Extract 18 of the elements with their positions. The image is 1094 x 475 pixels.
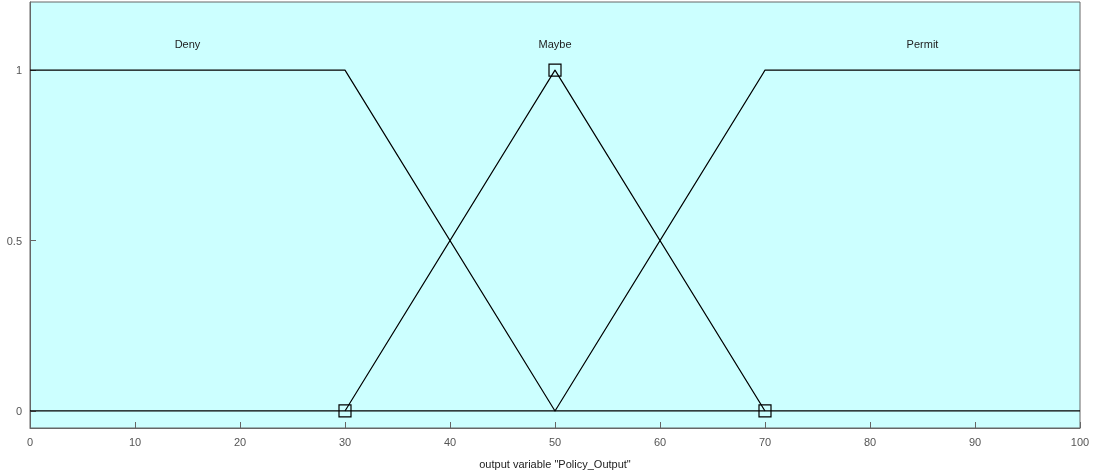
series-label: Deny	[174, 38, 201, 51]
x-tick-label: 10	[128, 435, 142, 448]
x-tick-label: 60	[653, 435, 667, 448]
series-label: Permit	[906, 38, 939, 51]
y-tick-label: 0.5	[6, 234, 22, 247]
x-axis-title: output variable "Policy_Output"	[479, 457, 631, 470]
x-tick-label: 100	[1070, 435, 1090, 448]
x-tick-label: 0	[26, 435, 34, 448]
y-tick-label: 1	[15, 64, 22, 77]
x-tick-label: 40	[443, 435, 457, 448]
x-tick-label: 50	[548, 435, 562, 448]
x-tick-label: 80	[863, 435, 877, 448]
y-tick-label: 0	[15, 404, 22, 417]
x-tick-label: 30	[338, 435, 352, 448]
x-tick-label: 90	[968, 435, 982, 448]
x-tick-label: 70	[758, 435, 772, 448]
series-label: Maybe	[538, 38, 572, 51]
x-tick-label: 20	[233, 435, 247, 448]
